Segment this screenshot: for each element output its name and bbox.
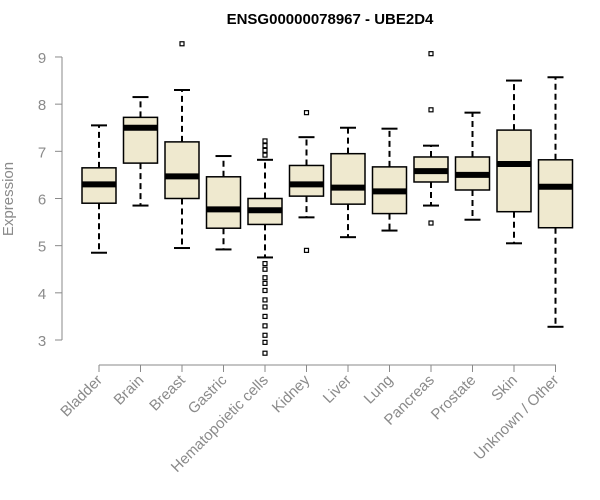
boxes bbox=[81, 41, 574, 356]
outlier-point bbox=[262, 260, 268, 267]
outlier-point bbox=[262, 297, 268, 303]
y-tick-label: 8 bbox=[38, 97, 46, 114]
outlier-point bbox=[262, 350, 268, 356]
outlier-point bbox=[262, 143, 268, 149]
outlier-point bbox=[428, 51, 434, 57]
y-tick-label: 6 bbox=[38, 191, 46, 208]
outlier-point bbox=[428, 107, 434, 113]
box-group bbox=[247, 138, 283, 356]
outlier-point bbox=[262, 323, 268, 329]
y-tick-label: 7 bbox=[38, 144, 46, 161]
x-tick-label: Kidney bbox=[269, 371, 314, 416]
box-group bbox=[330, 126, 366, 239]
box bbox=[164, 141, 200, 200]
x-tick-label: Bladder bbox=[57, 372, 106, 421]
box bbox=[205, 176, 242, 229]
outlier-point bbox=[262, 339, 268, 345]
y-tick-label: 4 bbox=[38, 286, 46, 303]
x-tick-label: Lung bbox=[361, 372, 397, 408]
box-group bbox=[454, 111, 491, 221]
x-tick-label: Skin bbox=[488, 372, 521, 405]
outlier-point bbox=[262, 313, 268, 320]
box bbox=[537, 159, 574, 229]
outlier-point bbox=[428, 220, 434, 226]
y-tick-label: 9 bbox=[38, 50, 46, 67]
outlier-point bbox=[262, 332, 268, 338]
box-group bbox=[371, 127, 408, 232]
outlier-point bbox=[262, 287, 268, 294]
box-group bbox=[81, 124, 117, 254]
box-group bbox=[413, 51, 449, 226]
outlier-point bbox=[179, 41, 185, 47]
x-tick-label: Brain bbox=[111, 372, 148, 409]
outlier-point bbox=[303, 247, 310, 253]
x-tick-label: Prostate bbox=[428, 372, 480, 424]
y-axis-label: Expression bbox=[0, 162, 17, 236]
outlier-point bbox=[262, 266, 268, 272]
box bbox=[122, 116, 159, 164]
y-axis-ticks: 3 4 5 6 7 8 9 bbox=[38, 50, 62, 350]
x-tick-label: Breast bbox=[146, 371, 189, 414]
box-group bbox=[164, 41, 200, 250]
box-group bbox=[122, 96, 159, 207]
y-tick-label: 3 bbox=[38, 333, 46, 350]
chart-title: ENSG00000078967 - UBE2D4 bbox=[227, 11, 434, 28]
box bbox=[496, 129, 532, 213]
outlier-point bbox=[262, 138, 268, 144]
box-group bbox=[537, 76, 574, 328]
outlier-point bbox=[262, 147, 268, 153]
outlier-point bbox=[262, 280, 268, 286]
outlier-point bbox=[303, 110, 310, 116]
box bbox=[330, 152, 366, 205]
outlier-point bbox=[262, 304, 268, 310]
box-group bbox=[496, 79, 532, 245]
outlier-point bbox=[262, 275, 268, 281]
box-group bbox=[205, 155, 242, 251]
box-group bbox=[288, 110, 325, 253]
box bbox=[288, 164, 325, 197]
y-tick-label: 5 bbox=[38, 239, 46, 256]
outlier-point bbox=[262, 152, 268, 158]
x-tick-label: Liver bbox=[320, 372, 355, 407]
